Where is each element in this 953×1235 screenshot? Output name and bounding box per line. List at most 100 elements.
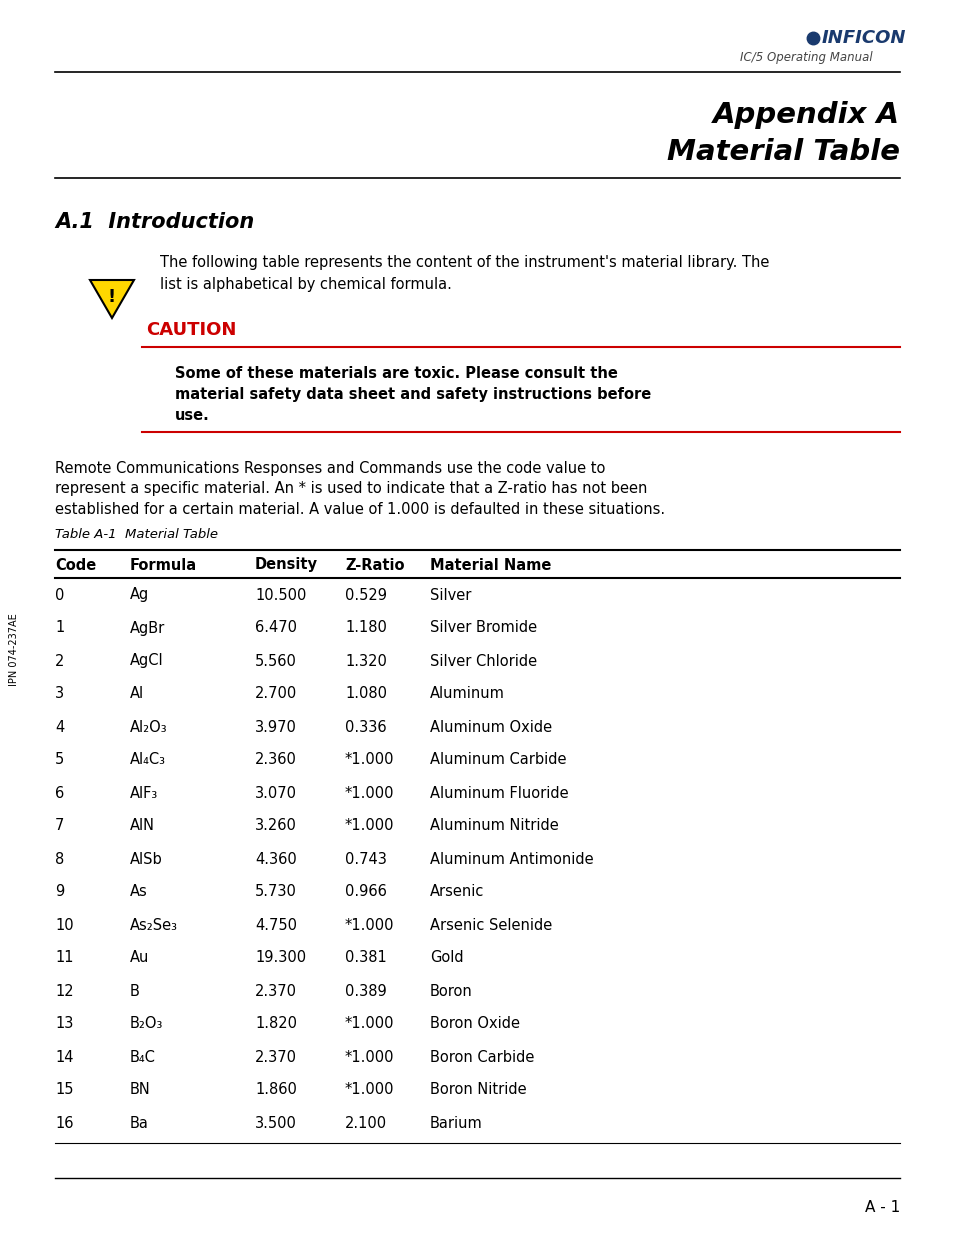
Text: 2: 2 [55,653,64,668]
Text: Silver Bromide: Silver Bromide [430,620,537,636]
Text: *1.000: *1.000 [345,819,395,834]
Text: A - 1: A - 1 [863,1199,899,1214]
Text: !: ! [108,288,116,306]
Text: 4.360: 4.360 [254,851,296,867]
Text: As₂Se₃: As₂Se₃ [130,918,178,932]
Text: Gold: Gold [430,951,463,966]
Text: *1.000: *1.000 [345,785,395,800]
Text: 1: 1 [55,620,64,636]
Text: 0.966: 0.966 [345,884,387,899]
Text: Al₂O₃: Al₂O₃ [130,720,168,735]
Text: IC/5 Operating Manual: IC/5 Operating Manual [740,52,872,64]
Text: *1.000: *1.000 [345,918,395,932]
Text: Table A-1  Material Table: Table A-1 Material Table [55,529,218,541]
Text: Ba: Ba [130,1115,149,1130]
Text: Silver Chloride: Silver Chloride [430,653,537,668]
Text: *1.000: *1.000 [345,1016,395,1031]
Text: AlF₃: AlF₃ [130,785,158,800]
Text: Boron Nitride: Boron Nitride [430,1083,526,1098]
Text: 0.529: 0.529 [345,588,387,603]
Text: The following table represents the content of the instrument's material library.: The following table represents the conte… [160,256,768,270]
Text: IPN 074-237AE: IPN 074-237AE [9,614,19,687]
Text: material safety data sheet and safety instructions before: material safety data sheet and safety in… [174,388,651,403]
Text: 1.820: 1.820 [254,1016,296,1031]
Text: 5.560: 5.560 [254,653,296,668]
Text: 10.500: 10.500 [254,588,306,603]
Text: 2.360: 2.360 [254,752,296,767]
Text: 4.750: 4.750 [254,918,296,932]
Text: A.1  Introduction: A.1 Introduction [55,212,254,232]
Text: *1.000: *1.000 [345,1050,395,1065]
Text: Formula: Formula [130,557,197,573]
Text: 16: 16 [55,1115,73,1130]
Text: use.: use. [174,409,210,424]
Text: 7: 7 [55,819,64,834]
Text: Material Name: Material Name [430,557,551,573]
Text: Silver: Silver [430,588,471,603]
Text: 2.370: 2.370 [254,983,296,999]
Text: Aluminum Fluoride: Aluminum Fluoride [430,785,568,800]
Text: *1.000: *1.000 [345,1083,395,1098]
Text: 2.100: 2.100 [345,1115,387,1130]
Text: 13: 13 [55,1016,73,1031]
Text: 3: 3 [55,687,64,701]
Text: BN: BN [130,1083,151,1098]
Text: 6.470: 6.470 [254,620,296,636]
Text: Ag: Ag [130,588,149,603]
Text: 0: 0 [55,588,64,603]
Text: 0.389: 0.389 [345,983,386,999]
Polygon shape [90,280,133,317]
Text: AlSb: AlSb [130,851,163,867]
Text: Appendix A: Appendix A [712,101,899,128]
Text: Aluminum Oxide: Aluminum Oxide [430,720,552,735]
Text: 3.070: 3.070 [254,785,296,800]
Text: Aluminum: Aluminum [430,687,504,701]
Text: 0.381: 0.381 [345,951,386,966]
Text: Aluminum Antimonide: Aluminum Antimonide [430,851,593,867]
Text: 0.336: 0.336 [345,720,386,735]
Text: 15: 15 [55,1083,73,1098]
Text: Al₄C₃: Al₄C₃ [130,752,166,767]
Text: 1.180: 1.180 [345,620,387,636]
Text: Al: Al [130,687,144,701]
Text: Boron Carbide: Boron Carbide [430,1050,534,1065]
Text: 14: 14 [55,1050,73,1065]
Text: Barium: Barium [430,1115,482,1130]
Text: Code: Code [55,557,96,573]
Text: Arsenic: Arsenic [430,884,484,899]
Text: 3.970: 3.970 [254,720,296,735]
Text: B₂O₃: B₂O₃ [130,1016,163,1031]
Text: represent a specific material. An * is used to indicate that a Z-ratio has not b: represent a specific material. An * is u… [55,482,647,496]
Text: AgCl: AgCl [130,653,164,668]
Text: Material Table: Material Table [666,138,899,165]
Text: Remote Communications Responses and Commands use the code value to: Remote Communications Responses and Comm… [55,461,605,475]
Text: 11: 11 [55,951,73,966]
Text: 19.300: 19.300 [254,951,306,966]
Text: Au: Au [130,951,150,966]
Text: INFICON: INFICON [821,28,905,47]
Text: 3.260: 3.260 [254,819,296,834]
Text: 1.080: 1.080 [345,687,387,701]
Text: As: As [130,884,148,899]
Text: 12: 12 [55,983,73,999]
Text: Aluminum Nitride: Aluminum Nitride [430,819,558,834]
Text: 0.743: 0.743 [345,851,387,867]
Text: B: B [130,983,140,999]
Text: 4: 4 [55,720,64,735]
Text: CAUTION: CAUTION [146,321,236,338]
Text: Z-Ratio: Z-Ratio [345,557,404,573]
Text: 10: 10 [55,918,73,932]
Text: Boron Oxide: Boron Oxide [430,1016,519,1031]
Text: 6: 6 [55,785,64,800]
Text: 1.860: 1.860 [254,1083,296,1098]
Text: Aluminum Carbide: Aluminum Carbide [430,752,566,767]
Text: 9: 9 [55,884,64,899]
Text: 5: 5 [55,752,64,767]
Text: Density: Density [254,557,317,573]
Text: AlN: AlN [130,819,154,834]
Text: Boron: Boron [430,983,473,999]
Text: 2.370: 2.370 [254,1050,296,1065]
Text: 1.320: 1.320 [345,653,387,668]
Text: 8: 8 [55,851,64,867]
Text: Some of these materials are toxic. Please consult the: Some of these materials are toxic. Pleas… [174,367,618,382]
